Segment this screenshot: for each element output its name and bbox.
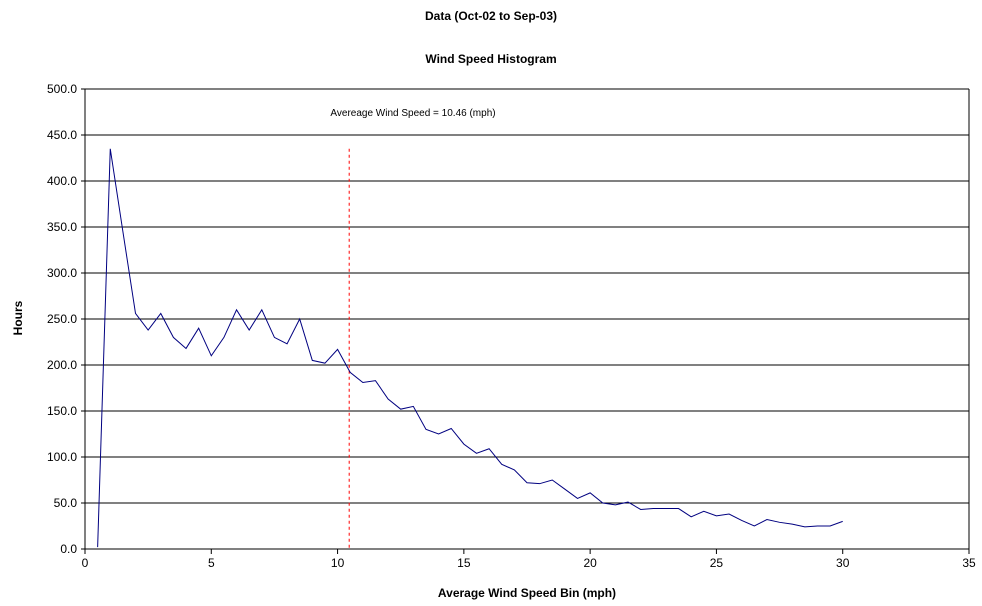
- y-tick-label: 450.0: [47, 128, 77, 142]
- x-tick-label: 5: [208, 556, 215, 570]
- y-tick-label: 500.0: [47, 82, 77, 96]
- x-tick-label: 15: [457, 556, 471, 570]
- gridlines: [85, 88, 969, 550]
- x-tick-label: 35: [962, 556, 976, 570]
- y-tick-label: 0.0: [60, 542, 77, 556]
- x-tick-label: 10: [331, 556, 345, 570]
- y-tick-label: 400.0: [47, 174, 77, 188]
- x-tick-label: 20: [583, 556, 597, 570]
- y-tick-label: 350.0: [47, 220, 77, 234]
- y-tick-label: 300.0: [47, 266, 77, 280]
- y-tick-label: 200.0: [47, 358, 77, 372]
- x-tick-label: 0: [82, 556, 89, 570]
- y-axis-title: Hours: [11, 300, 25, 335]
- y-tick-label: 100.0: [47, 450, 77, 464]
- x-tick-label: 25: [710, 556, 724, 570]
- x-axis-title: Average Wind Speed Bin (mph): [438, 586, 616, 600]
- series-group: [97, 148, 843, 548]
- series-line: [97, 148, 843, 548]
- chart-title: Data (Oct-02 to Sep-03): [425, 9, 557, 23]
- tick-labels: 0.0 50.0 100.0 150.0 200.0 250.0 300.0 350.0 400…: [47, 82, 976, 570]
- chart-subtitle: Wind Speed Histogram: [425, 52, 556, 66]
- y-tick-label: 250.0: [47, 312, 77, 326]
- average-wind-speed-annotation: Avereage Wind Speed = 10.46 (mph): [330, 108, 495, 119]
- y-tick-label: 50.0: [54, 496, 78, 510]
- axes: [81, 88, 970, 554]
- x-tick-label: 30: [836, 556, 850, 570]
- plot-area: 0.0 50.0 100.0 150.0 200.0 250.0 300.0 350.0 400…: [47, 82, 976, 570]
- y-tick-label: 150.0: [47, 404, 77, 418]
